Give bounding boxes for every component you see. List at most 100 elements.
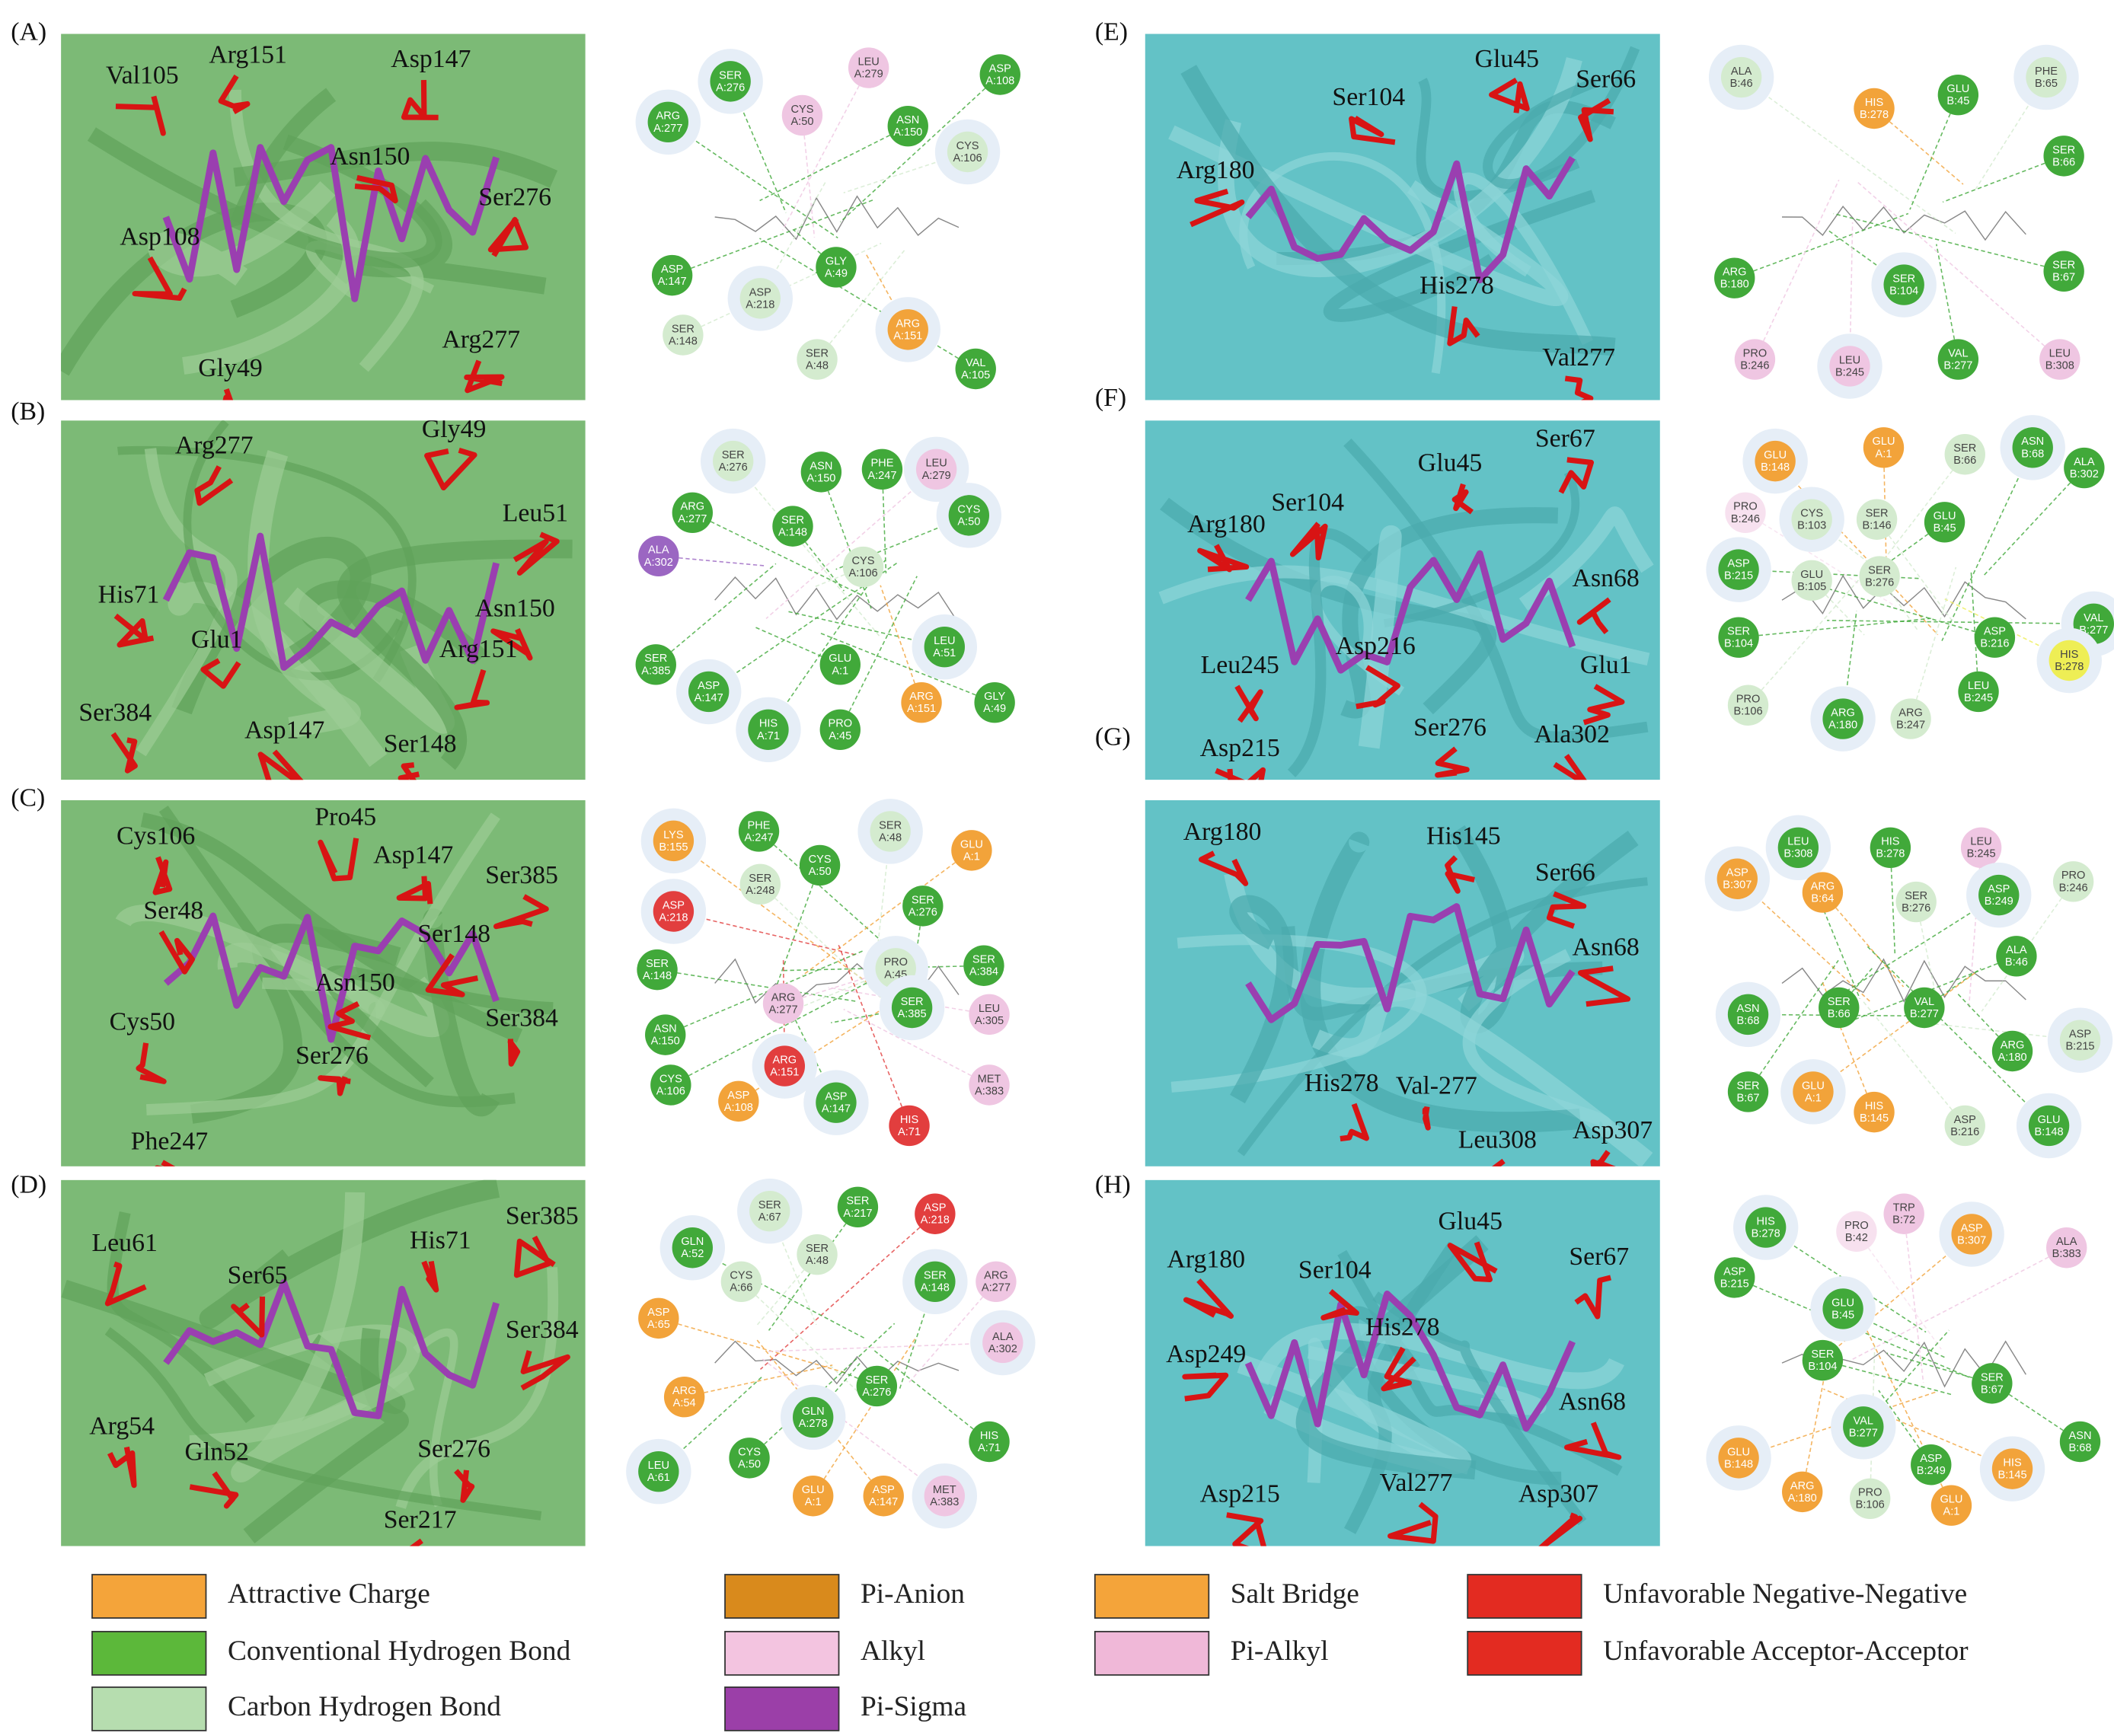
- residue-label: Ser104: [1332, 83, 1405, 111]
- residue-id: A:305: [975, 1015, 1004, 1027]
- residue-name: SER: [879, 819, 902, 831]
- residue-id: A:277: [982, 1282, 1011, 1294]
- residue-stick: [107, 1446, 137, 1489]
- residue-id: B:180: [1720, 279, 1749, 291]
- residue-label: Pro45: [315, 803, 376, 831]
- residue-name: HIS: [1865, 1100, 1884, 1112]
- residue-node: [1870, 827, 1911, 868]
- residue-label: Ser148: [417, 920, 490, 948]
- residue-node: [663, 1376, 705, 1418]
- residue-name: GLU: [1727, 1446, 1750, 1458]
- legend: Attractive Charge Conventional Hydrogen B…: [91, 1574, 1969, 1731]
- legend-label: Salt Bridge: [1231, 1578, 1359, 1610]
- residue-id: A:148: [921, 1282, 950, 1294]
- residue-stick: [520, 1350, 570, 1391]
- residue-name: ASP: [1954, 1114, 1976, 1126]
- residue-node: [1960, 827, 2002, 868]
- residue-label: Asp215: [1200, 734, 1280, 762]
- interaction-line: [658, 555, 767, 567]
- residue-node: [819, 644, 861, 685]
- structure-view: Cys106 Pro45 Asp147 Ser385 Ser48 Ser148 Asn150…: [61, 799, 586, 1166]
- residue-name: ASP: [698, 680, 720, 692]
- residue-node: [887, 309, 928, 350]
- residue-node: [637, 949, 678, 991]
- residue-name: ARG: [681, 501, 705, 513]
- residue-node: [915, 1261, 956, 1302]
- residue-node: [651, 254, 693, 296]
- residue-name: ALA: [648, 544, 669, 557]
- interaction-line: [1942, 155, 2065, 203]
- residue-node: [713, 440, 754, 482]
- residue-node: [1720, 56, 1762, 98]
- interaction-line: [691, 1247, 866, 1339]
- residue-id: A:148: [669, 335, 698, 347]
- residue-id: B:148: [1724, 1458, 1753, 1470]
- interaction-line: [773, 865, 821, 994]
- residue-node: [739, 278, 781, 319]
- residue-name: LEU: [857, 56, 879, 68]
- residue-stick: [1340, 1103, 1369, 1142]
- residue-label: Glu45: [1438, 1207, 1502, 1235]
- interaction-line: [658, 1317, 846, 1374]
- residue-id: A:1: [832, 665, 848, 677]
- residue-node: [1930, 1485, 1972, 1526]
- residue-id: B:302: [2070, 468, 2099, 480]
- residue-label: Asp108: [120, 222, 200, 251]
- interaction-line: [899, 1281, 936, 1390]
- residue-label: Leu61: [92, 1229, 158, 1257]
- residue-stick: [218, 74, 251, 114]
- interaction-line: [813, 1338, 916, 1497]
- interaction-line: [1741, 76, 1956, 235]
- residue-node: [1991, 1448, 2033, 1489]
- residue-node: [672, 1227, 714, 1268]
- residue-name: HIS: [2060, 649, 2079, 661]
- residue-id: A:277: [678, 513, 707, 525]
- residue-id: B:216: [1980, 638, 2009, 650]
- residue-stick: [1582, 684, 1625, 726]
- interaction-line: [733, 461, 882, 639]
- residue-node: [688, 671, 730, 713]
- residue-node: [1991, 1030, 2033, 1072]
- residue-id: B:215: [1720, 1278, 1749, 1290]
- panel-label: (E): [1095, 18, 1128, 46]
- residue-name: ARG: [1723, 266, 1747, 279]
- residue-stick: [318, 838, 359, 882]
- residue-node: [1883, 1193, 1924, 1234]
- legend-label: Alkyl: [861, 1635, 925, 1667]
- residue-name: MET: [978, 1073, 1001, 1085]
- interaction-line: [1886, 1352, 1993, 1384]
- ribbon: [1311, 576, 1405, 696]
- residue-node: [969, 994, 1010, 1036]
- ligand-skeleton: [714, 195, 960, 241]
- residue-id: A:71: [898, 1126, 921, 1138]
- residue-node: [1854, 88, 1895, 129]
- residue-id: B:46: [1730, 78, 1753, 90]
- residue-id: A:49: [825, 267, 848, 279]
- interaction-line: [1747, 959, 1839, 1093]
- residue-node: [1944, 434, 1985, 475]
- residue-id: B:66: [1953, 455, 1976, 467]
- residue-name: ASN: [1737, 1003, 1760, 1015]
- residue-label: His278: [1365, 1313, 1440, 1341]
- residue-stick: [454, 1469, 475, 1503]
- residue-label: Ser276: [1413, 713, 1487, 742]
- residue-id: A:54: [673, 1397, 696, 1409]
- residue-name: GLN: [681, 1236, 704, 1248]
- residue-stick: [1182, 1372, 1229, 1402]
- legend-label: Pi-Alkyl: [1231, 1635, 1329, 1667]
- residue-label: Ser276: [417, 1435, 490, 1463]
- ribbon: [1518, 506, 1654, 611]
- residue-id: A:105: [961, 369, 990, 381]
- residue-node: [837, 1186, 879, 1228]
- interaction-line: [1851, 1247, 2068, 1361]
- residue-stick: [507, 1039, 521, 1067]
- residue-label: Asn150: [330, 142, 410, 171]
- residue-name: SER: [901, 996, 924, 1008]
- residue-node: [1843, 1406, 1884, 1447]
- residue-node: [915, 1193, 956, 1234]
- interaction-line: [765, 468, 937, 620]
- residue-id: A:279: [854, 69, 883, 81]
- residue-name: GLU: [1800, 569, 1823, 581]
